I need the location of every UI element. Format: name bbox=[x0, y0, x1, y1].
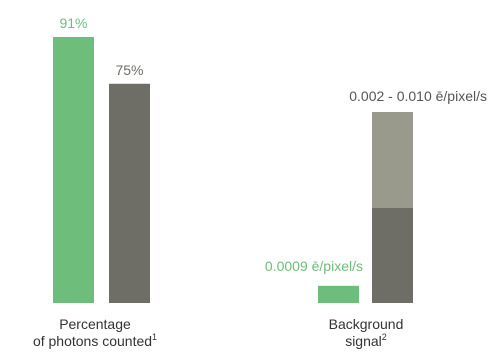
bar-photons-2 bbox=[109, 83, 150, 304]
data-label-photons-1: 91% bbox=[59, 15, 87, 31]
data-label-background-2: 0.002 - 0.010 ē/pixel/s bbox=[349, 88, 487, 104]
data-label-photons-2: 75% bbox=[115, 62, 143, 78]
bar-background-2-lower bbox=[372, 208, 413, 303]
category-label-photons: Percentage of photons counted1 bbox=[33, 316, 157, 349]
category-label-background: Background signal2 bbox=[329, 316, 404, 349]
data-label-background-1: 0.0009 ē/pixel/s bbox=[265, 258, 363, 274]
bar-background-2-upper bbox=[372, 112, 413, 208]
bar-photons-1 bbox=[53, 37, 94, 303]
bar-background-1 bbox=[318, 285, 359, 303]
